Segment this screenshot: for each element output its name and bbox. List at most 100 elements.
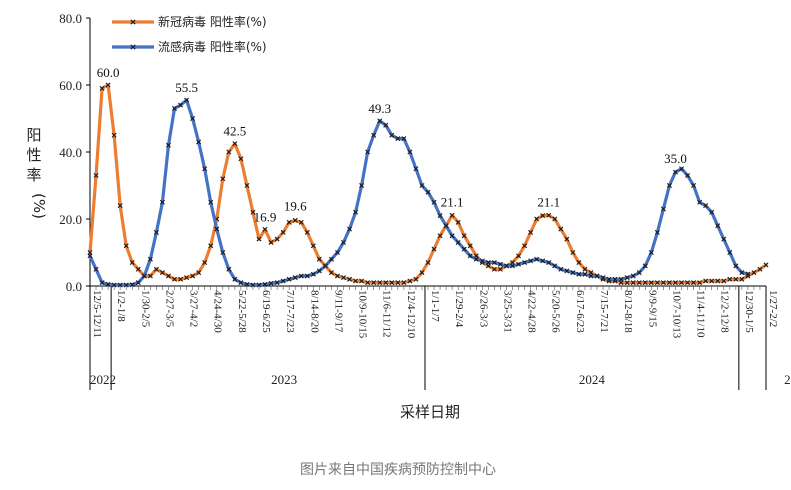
data-point bbox=[238, 280, 244, 286]
data-point bbox=[733, 263, 739, 269]
data-point bbox=[528, 258, 534, 264]
data-point bbox=[262, 226, 268, 232]
data-point bbox=[552, 263, 558, 269]
data-point bbox=[316, 268, 322, 274]
data-point bbox=[546, 212, 552, 218]
data-point bbox=[377, 280, 383, 286]
data-point bbox=[322, 263, 328, 269]
y-tick-label: 0.0 bbox=[66, 279, 82, 294]
data-point bbox=[491, 266, 497, 272]
data-point bbox=[93, 172, 99, 178]
data-point bbox=[522, 243, 528, 249]
data-point bbox=[691, 183, 697, 188]
year-label: 2025 bbox=[784, 372, 791, 387]
x-tick-label: 3/27-4/2 bbox=[188, 290, 200, 327]
data-point bbox=[666, 280, 672, 286]
y-tick-label: 80.0 bbox=[59, 11, 82, 26]
series-1 bbox=[87, 97, 751, 288]
data-point bbox=[238, 156, 244, 162]
data-point bbox=[141, 273, 147, 279]
x-tick-label: 12/5-12/11 bbox=[91, 290, 103, 338]
data-point bbox=[540, 213, 546, 219]
data-point bbox=[467, 253, 473, 259]
data-point bbox=[274, 236, 280, 242]
data-point bbox=[660, 280, 666, 286]
data-point bbox=[286, 276, 292, 282]
legend-swatch-marker bbox=[130, 19, 136, 25]
series-line bbox=[88, 98, 750, 287]
data-point bbox=[226, 149, 232, 155]
data-point bbox=[721, 278, 727, 284]
data-point bbox=[703, 203, 709, 209]
data-point bbox=[250, 209, 256, 215]
data-point bbox=[196, 139, 202, 145]
data-point bbox=[618, 276, 624, 282]
data-point bbox=[715, 278, 721, 284]
y-tick-label: 20.0 bbox=[59, 212, 82, 227]
data-point bbox=[147, 256, 153, 262]
data-point bbox=[347, 276, 353, 282]
data-point bbox=[624, 275, 630, 281]
data-point bbox=[99, 85, 105, 91]
x-tick-label: 1/29-2/4 bbox=[453, 290, 465, 328]
data-point bbox=[153, 229, 159, 235]
data-point bbox=[443, 223, 449, 229]
data-point bbox=[190, 116, 196, 121]
data-point bbox=[202, 166, 208, 172]
data-point bbox=[654, 229, 660, 235]
data-point bbox=[588, 273, 594, 279]
data-point bbox=[262, 281, 268, 287]
data-point bbox=[576, 271, 582, 277]
y-tick-label: 60.0 bbox=[59, 78, 82, 93]
data-point bbox=[582, 271, 588, 277]
data-point bbox=[630, 280, 636, 286]
data-point bbox=[286, 219, 292, 225]
data-point bbox=[292, 275, 298, 281]
data-point bbox=[437, 213, 443, 219]
x-tick-label: 1/27-2/2 bbox=[767, 290, 779, 327]
data-point bbox=[413, 166, 419, 172]
data-point bbox=[153, 266, 159, 272]
data-point bbox=[558, 266, 564, 272]
data-label: 42.5 bbox=[223, 124, 246, 139]
x-tick-label: 3/25-3/31 bbox=[501, 290, 513, 333]
legend-label: 新冠病毒 阳性率(%) bbox=[158, 14, 267, 29]
data-point bbox=[328, 256, 334, 262]
x-tick-label: 12/2-12/8 bbox=[719, 290, 731, 333]
data-point bbox=[220, 250, 226, 255]
data-point bbox=[648, 250, 654, 255]
data-point bbox=[365, 149, 371, 155]
data-point bbox=[437, 233, 443, 239]
x-tick-label: 8/14-8/20 bbox=[308, 290, 320, 333]
data-point bbox=[461, 233, 467, 239]
data-point bbox=[479, 258, 485, 264]
data-point bbox=[612, 276, 618, 282]
data-point bbox=[334, 273, 340, 279]
data-point bbox=[159, 270, 165, 276]
data-point bbox=[123, 282, 129, 288]
x-tick-label: 2/27-3/5 bbox=[163, 290, 175, 328]
data-point bbox=[208, 243, 214, 249]
data-point bbox=[196, 270, 202, 276]
data-point bbox=[516, 253, 522, 259]
data-point bbox=[135, 266, 141, 272]
data-point bbox=[691, 280, 697, 286]
x-tick-label: 1/30-2/5 bbox=[139, 290, 151, 328]
data-point bbox=[178, 276, 184, 282]
data-point bbox=[129, 282, 135, 288]
data-point bbox=[431, 199, 437, 205]
data-point bbox=[105, 82, 111, 88]
data-point bbox=[570, 250, 576, 255]
data-point bbox=[334, 250, 340, 255]
data-point bbox=[184, 97, 190, 103]
data-point bbox=[268, 280, 274, 286]
data-point bbox=[401, 136, 407, 142]
data-point bbox=[636, 270, 642, 276]
data-point bbox=[172, 105, 177, 111]
x-tick-label: 6/17-6/23 bbox=[574, 290, 586, 333]
data-point bbox=[727, 250, 733, 255]
data-point bbox=[232, 276, 238, 282]
data-point bbox=[165, 142, 171, 148]
data-point bbox=[359, 278, 365, 284]
